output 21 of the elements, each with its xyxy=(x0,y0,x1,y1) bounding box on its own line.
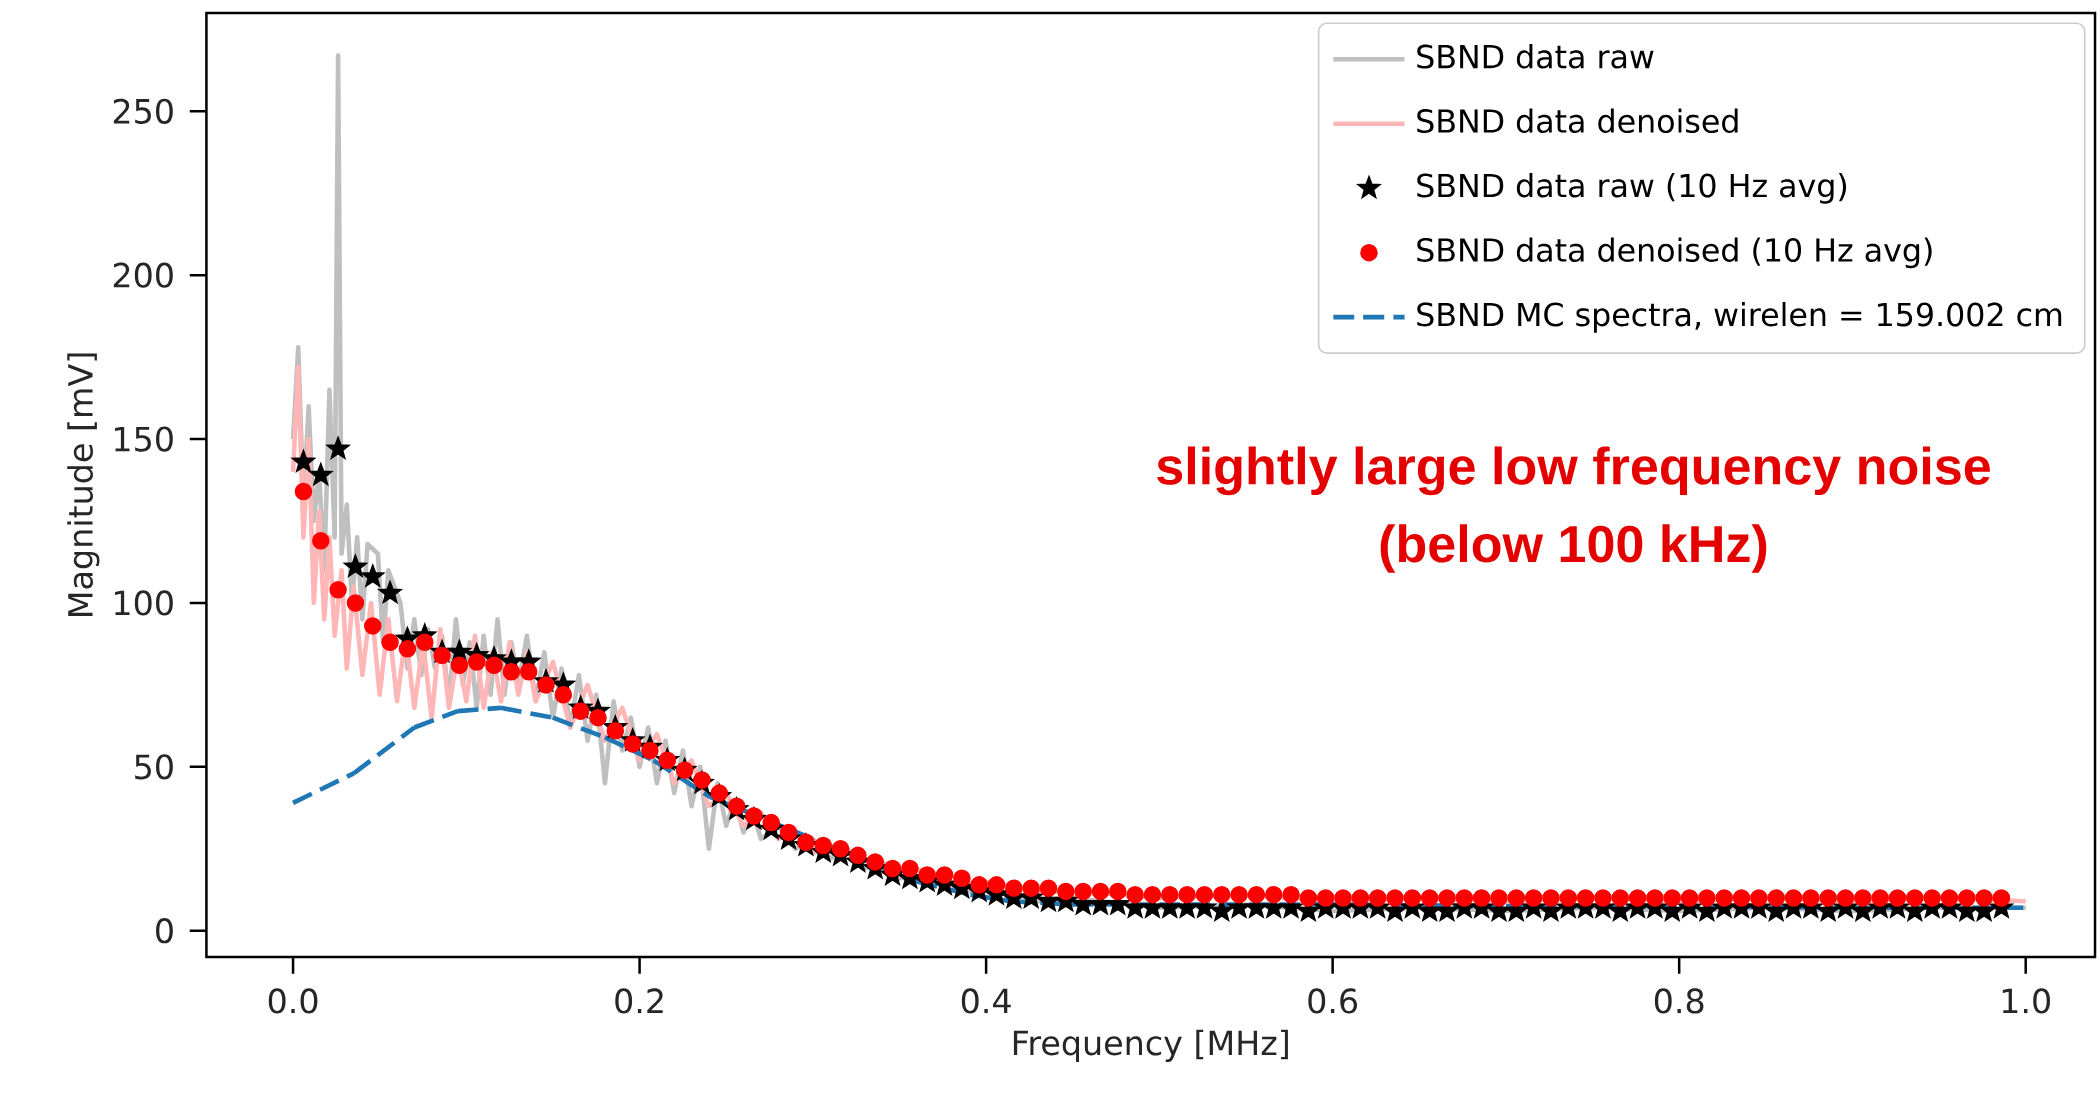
legend-label: SBND data raw (10 Hz avg) xyxy=(1417,173,1847,204)
y-tick-label: 250 xyxy=(113,98,173,124)
legend-label: SBND MC spectra, wirelen = 159.002 cm xyxy=(1417,301,2062,333)
y-tick-label: 0 xyxy=(156,918,173,944)
legend-label: SBND data denoised (10 Hz avg) xyxy=(1417,237,1932,269)
annotation: (below 100 kHz) xyxy=(1380,524,1767,573)
annotation: slightly large low frequency noise xyxy=(1157,446,1990,496)
x-tick-label: 0.0 xyxy=(268,988,318,1014)
x-axis-title: Frequency [MHz] xyxy=(1013,1029,1288,1062)
x-tick-label: 1.0 xyxy=(2002,988,2051,1014)
x-tick-label: 0.8 xyxy=(1654,988,1704,1014)
x-tick-label: 0.4 xyxy=(961,988,1011,1014)
x-tick-label: 0.6 xyxy=(1308,988,1358,1014)
x-tick-label: 0.2 xyxy=(615,988,663,1014)
legend-label: SBND data denoised xyxy=(1417,108,1738,134)
y-tick-label: 200 xyxy=(113,262,173,288)
y-axis-title: Magnitude [mV] xyxy=(67,353,100,616)
y-tick-label: 150 xyxy=(115,426,173,452)
legend-label: SBND data raw xyxy=(1417,44,1654,69)
y-tick-label: 50 xyxy=(135,754,173,780)
y-tick-label: 100 xyxy=(115,590,173,616)
